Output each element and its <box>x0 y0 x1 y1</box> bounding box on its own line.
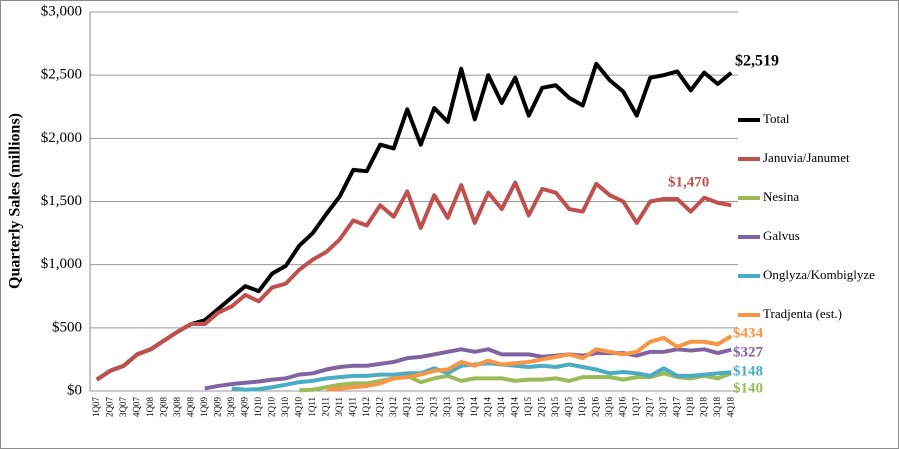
series-line <box>326 334 733 392</box>
x-tick-label: 2Q10 <box>266 397 276 417</box>
x-tick-label: 4Q17 <box>671 397 681 417</box>
x-tick-label: 1Q10 <box>253 397 263 417</box>
series-line <box>299 371 732 393</box>
x-tick-label: 2Q08 <box>158 397 168 417</box>
x-tick-label: 3Q15 <box>550 397 560 417</box>
x-tick-label: 1Q12 <box>361 397 371 417</box>
y-tick-label: $3,000 <box>41 3 82 19</box>
series-line <box>204 347 732 391</box>
y-tick-label: $2,000 <box>41 130 82 146</box>
x-tick-label: 3Q14 <box>496 397 506 417</box>
x-tick-label: 4Q13 <box>455 397 465 417</box>
x-tick-label: 1Q13 <box>415 397 425 417</box>
x-tick-label: 4Q15 <box>563 397 573 417</box>
x-tick-label: 3Q11 <box>334 397 344 417</box>
x-tick-label: 1Q08 <box>145 397 155 417</box>
x-tick-label: 3Q16 <box>604 397 614 417</box>
x-tick-label: 1Q14 <box>469 397 479 417</box>
data-label: $140 <box>733 380 763 396</box>
y-tick-label: $0 <box>67 382 82 398</box>
x-tick-label: 3Q08 <box>172 397 182 417</box>
x-tick-label: 4Q14 <box>509 397 519 417</box>
y-tick-label: $1,000 <box>41 256 82 272</box>
data-label: $327 <box>733 344 764 360</box>
legend-label: Tradjenta (est.) <box>763 306 842 321</box>
x-tick-label: 2Q11 <box>320 397 330 417</box>
legend-label: Nesina <box>763 189 799 204</box>
legend-label: Total <box>763 111 790 126</box>
x-tick-label: 2Q17 <box>644 397 654 417</box>
x-tick-label: 1Q17 <box>631 397 641 417</box>
y-axis-label: Quarterly Sales (millions) <box>7 113 24 289</box>
x-tick-label: 4Q16 <box>617 397 627 417</box>
x-tick-label: 3Q18 <box>712 397 722 417</box>
y-tick-label: $1,500 <box>41 193 82 209</box>
x-tick-label: 4Q08 <box>185 397 195 417</box>
data-label: $434 <box>733 325 764 341</box>
x-tick-label: 1Q16 <box>577 397 587 417</box>
x-tick-label: 4Q11 <box>347 397 357 417</box>
x-tick-label: 3Q09 <box>226 397 236 417</box>
legend-label: Onglyza/Kombiglyze <box>763 267 875 282</box>
x-tick-label: 2Q18 <box>698 397 708 417</box>
legend-label: Januvia/Janumet <box>763 150 850 165</box>
x-tick-label: 2Q13 <box>428 397 438 417</box>
data-label: $1,470 <box>668 174 709 190</box>
x-tick-label: 4Q12 <box>401 397 411 417</box>
x-tick-label: 4Q10 <box>293 397 303 417</box>
x-tick-label: 3Q12 <box>388 397 398 417</box>
x-tick-label: 3Q10 <box>280 397 290 417</box>
x-tick-label: 1Q15 <box>523 397 533 417</box>
x-tick-label: 4Q07 <box>131 397 141 417</box>
x-tick-label: 4Q09 <box>239 397 249 417</box>
x-tick-label: 3Q17 <box>658 397 668 417</box>
x-tick-label: 2Q15 <box>536 397 546 417</box>
x-tick-label: 2Q12 <box>374 397 384 417</box>
x-tick-label: 1Q18 <box>685 397 695 417</box>
legend-label: Galvus <box>763 228 800 243</box>
x-tick-label: 1Q11 <box>307 397 317 417</box>
x-tick-label: 2Q14 <box>482 397 492 417</box>
x-tick-label: 3Q07 <box>118 397 128 417</box>
x-tick-label: 4Q18 <box>725 397 735 417</box>
x-tick-label: 1Q09 <box>199 397 209 417</box>
x-tick-label: 2Q16 <box>590 397 600 417</box>
y-tick-label: $500 <box>52 319 82 335</box>
data-label: $2,519 <box>735 53 779 70</box>
y-tick-label: $2,500 <box>41 67 82 83</box>
data-label: $148 <box>733 363 763 379</box>
x-tick-label: 1Q07 <box>91 397 101 417</box>
x-tick-label: 2Q07 <box>104 397 114 417</box>
x-tick-label: 2Q09 <box>212 397 222 417</box>
x-tick-label: 3Q13 <box>442 397 452 417</box>
series-line <box>95 180 732 382</box>
series-line <box>95 61 733 382</box>
